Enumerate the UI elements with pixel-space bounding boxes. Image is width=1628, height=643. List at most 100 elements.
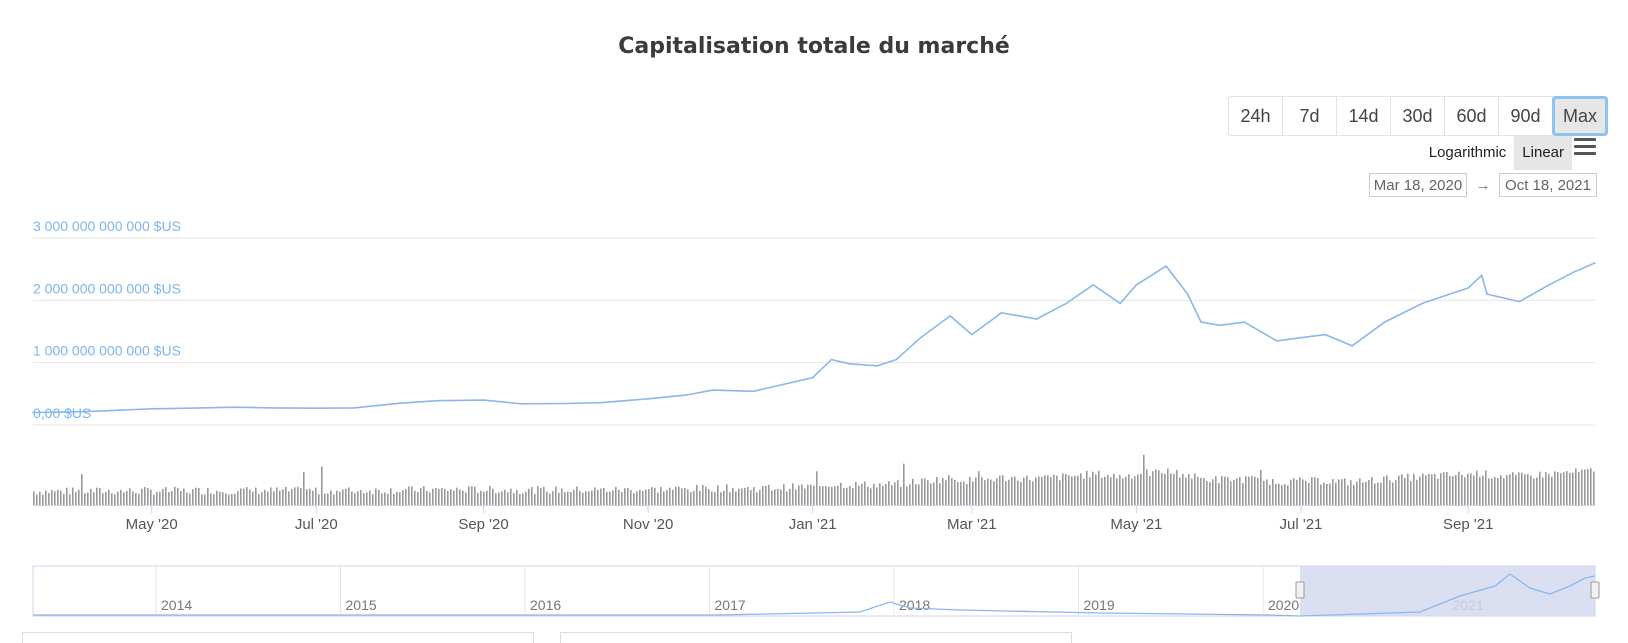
volume-bar	[1437, 478, 1439, 505]
range-button-14d[interactable]: 14d	[1337, 97, 1391, 135]
volume-bar	[1479, 476, 1481, 505]
data-point	[315, 407, 318, 409]
volume-bar	[564, 492, 566, 505]
volume-bar	[84, 493, 86, 505]
volume-bar	[576, 486, 578, 505]
volume-bar	[1455, 474, 1457, 505]
volume-bar	[219, 491, 221, 505]
volume-bar	[1431, 474, 1433, 505]
volume-bar	[1242, 482, 1244, 505]
volume-bar	[705, 486, 707, 505]
volume-bar	[231, 493, 233, 505]
volume-bar	[318, 494, 320, 505]
volume-bar	[984, 480, 986, 505]
volume-bar	[102, 493, 104, 505]
volume-bar	[255, 487, 257, 505]
volume-bar	[174, 486, 176, 505]
volume-bar	[1113, 473, 1115, 505]
volume-bar	[885, 484, 887, 505]
volume-bar	[75, 491, 77, 505]
volume-bar	[369, 490, 371, 505]
volume-bar	[549, 493, 551, 505]
x-tick-label: Nov '20	[623, 516, 673, 533]
volume-bar	[882, 485, 884, 505]
volume-bar	[204, 494, 206, 505]
volume-bar	[948, 475, 950, 505]
data-point	[811, 376, 814, 379]
volume-bar	[603, 488, 605, 505]
volume-bar	[1074, 475, 1076, 505]
data-point	[353, 407, 355, 409]
range-button-max[interactable]: Max	[1552, 96, 1608, 136]
volume-bar	[1164, 473, 1166, 505]
volume-bar	[639, 489, 641, 505]
data-point	[1480, 274, 1483, 277]
volume-bar	[1314, 477, 1316, 505]
volume-bar	[924, 478, 926, 505]
volume-bar	[1518, 472, 1520, 505]
volume-bar	[783, 484, 785, 505]
volume-bar	[54, 491, 56, 505]
data-point	[1165, 265, 1167, 267]
volume-bars	[33, 454, 1595, 505]
volume-bar	[759, 489, 761, 505]
range-button-30d[interactable]: 30d	[1391, 97, 1445, 135]
volume-bar	[915, 484, 917, 505]
data-point	[1421, 302, 1424, 305]
hamburger-menu-icon[interactable]	[1574, 138, 1596, 158]
volume-bar	[837, 485, 839, 505]
volume-bar	[1395, 480, 1397, 505]
volume-bar	[702, 484, 704, 505]
data-point	[1119, 302, 1121, 305]
volume-bar	[963, 481, 965, 505]
volume-bar	[1506, 475, 1508, 505]
volume-bar	[288, 491, 290, 505]
volume-bar	[1095, 474, 1097, 505]
data-point	[752, 390, 755, 393]
range-button-7d[interactable]: 7d	[1283, 97, 1337, 135]
volume-bar	[945, 480, 947, 505]
volume-bar	[1146, 469, 1148, 505]
data-point	[32, 411, 34, 414]
volume-bar	[537, 486, 539, 505]
volume-bar	[621, 491, 623, 505]
volume-bar	[1458, 471, 1460, 505]
volume-bar	[327, 493, 329, 505]
navigator-handle-left[interactable]	[1295, 581, 1305, 599]
date-to-input[interactable]: Oct 18, 2021	[1499, 173, 1597, 197]
volume-bar	[921, 478, 923, 505]
volume-bar	[849, 486, 851, 505]
navigator-handle-right[interactable]	[1590, 581, 1600, 599]
volume-bar	[543, 486, 545, 505]
data-point	[849, 363, 852, 365]
navigator-selection[interactable]	[1300, 566, 1595, 616]
logarithmic-button[interactable]: Logarithmic	[1428, 144, 1507, 161]
volume-bar	[1092, 471, 1094, 505]
range-button-24h[interactable]: 24h	[1229, 97, 1283, 135]
volume-bar	[1350, 480, 1352, 505]
volume-bar	[780, 489, 782, 505]
volume-bar	[1359, 478, 1361, 505]
volume-bar	[597, 489, 599, 505]
x-tick-label: May '21	[1110, 516, 1162, 533]
volume-bar	[1026, 475, 1028, 505]
navigator-line	[33, 573, 1596, 617]
volume-bar	[900, 486, 902, 505]
volume-bar	[891, 485, 893, 505]
volume-bar	[1371, 477, 1373, 505]
volume-bar	[114, 494, 116, 505]
range-button-60d[interactable]: 60d	[1445, 97, 1499, 135]
volume-bar	[888, 481, 890, 505]
volume-bar	[1503, 478, 1505, 505]
linear-button[interactable]: Linear	[1514, 136, 1572, 170]
volume-bar	[942, 478, 944, 505]
range-button-90d[interactable]: 90d	[1499, 97, 1553, 135]
volume-bar	[396, 491, 398, 505]
volume-bar	[1590, 468, 1592, 505]
date-from-input[interactable]: Mar 18, 2020	[1369, 173, 1467, 197]
volume-bar	[756, 492, 758, 505]
volume-bar	[738, 488, 740, 505]
volume-bar	[168, 491, 170, 505]
volume-bar	[417, 492, 419, 505]
